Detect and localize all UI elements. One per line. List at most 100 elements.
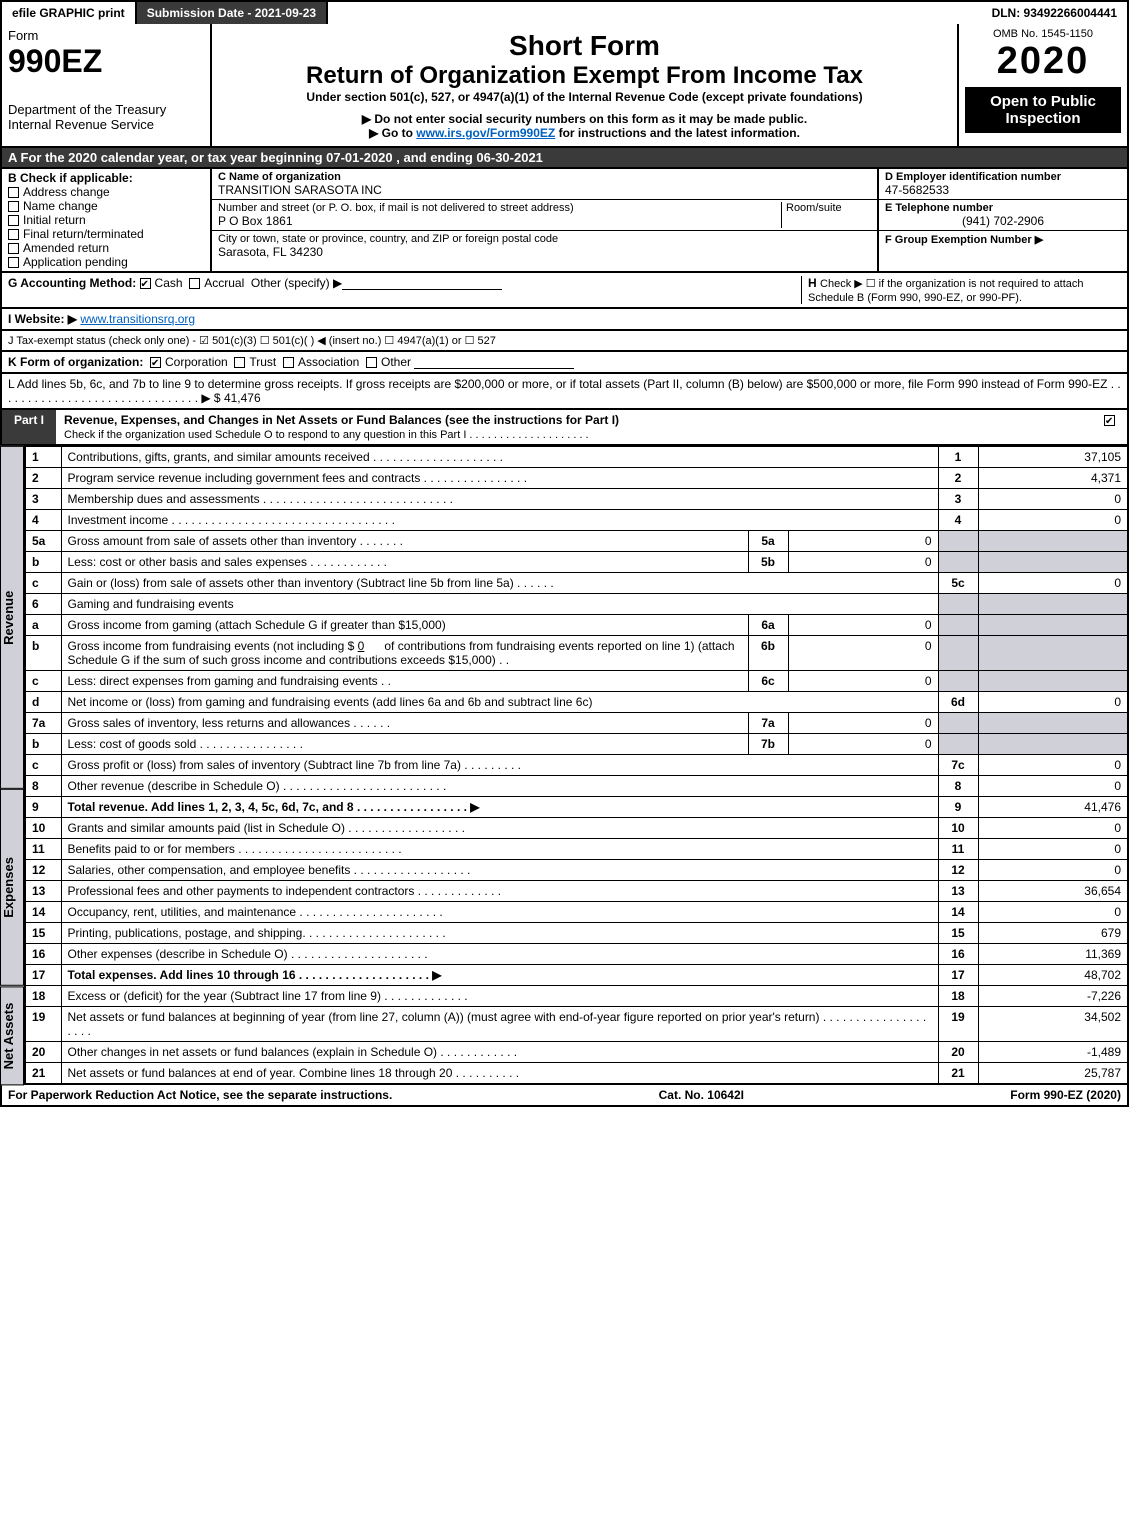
under-section: Under section 501(c), 527, or 4947(a)(1)… [222, 90, 947, 104]
k-label: K Form of organization: [8, 355, 143, 369]
line-5b: bLess: cost or other basis and sales exp… [25, 552, 1128, 573]
line-5a: 5aGross amount from sale of assets other… [25, 531, 1128, 552]
goto-link[interactable]: www.irs.gov/Form990EZ [416, 126, 555, 140]
website-link[interactable]: www.transitionsrq.org [80, 312, 195, 326]
line-7a: 7aGross sales of inventory, less returns… [25, 713, 1128, 734]
line-4: 4Investment income . . . . . . . . . . .… [25, 510, 1128, 531]
chk-name-change[interactable]: Name change [8, 199, 204, 213]
line-8: 8Other revenue (describe in Schedule O) … [25, 776, 1128, 797]
footer-cat: Cat. No. 10642I [659, 1088, 744, 1102]
chk-association[interactable] [283, 357, 294, 368]
goto-row: ▶ Go to www.irs.gov/Form990EZ for instru… [222, 126, 947, 140]
line-2: 2Program service revenue including gover… [25, 468, 1128, 489]
line-20: 20Other changes in net assets or fund ba… [25, 1042, 1128, 1063]
chk-application-pending[interactable]: Application pending [8, 255, 204, 269]
h-label: H [808, 276, 817, 290]
netassets-sidelabel: Net Assets [0, 986, 24, 1085]
part1-tag: Part I [2, 410, 56, 444]
chk-corporation[interactable] [150, 357, 161, 368]
tel-label: E Telephone number [885, 202, 1121, 214]
title-short-form: Short Form [222, 30, 947, 62]
line-15: 15Printing, publications, postage, and s… [25, 923, 1128, 944]
tax-year: 2020 [965, 40, 1121, 83]
i-label: I Website: ▶ [8, 312, 77, 326]
city-label: City or town, state or province, country… [218, 233, 871, 245]
line-6d: dNet income or (loss) from gaming and fu… [25, 692, 1128, 713]
dln-label: DLN: 93492266004441 [982, 2, 1127, 24]
ssn-warning: ▶ Do not enter social security numbers o… [222, 112, 947, 126]
col-b-head: B Check if applicable: [8, 171, 204, 185]
goto-pre: ▶ Go to [369, 126, 416, 140]
ein-label: D Employer identification number [885, 171, 1121, 183]
row-k: K Form of organization: Corporation Trus… [0, 352, 1129, 374]
line-3: 3Membership dues and assessments . . . .… [25, 489, 1128, 510]
public-inspection: Open to Public Inspection [965, 87, 1121, 133]
page-footer: For Paperwork Reduction Act Notice, see … [0, 1085, 1129, 1107]
footer-form: Form 990-EZ (2020) [1010, 1088, 1121, 1102]
line-7b: bLess: cost of goods sold . . . . . . . … [25, 734, 1128, 755]
chk-initial-return[interactable]: Initial return [8, 213, 204, 227]
row-j: J Tax-exempt status (check only one) - ☑… [0, 331, 1129, 352]
line-11: 11Benefits paid to or for members . . . … [25, 839, 1128, 860]
line-13: 13Professional fees and other payments t… [25, 881, 1128, 902]
title-return: Return of Organization Exempt From Incom… [222, 62, 947, 90]
room-label: Room/suite [781, 202, 871, 228]
info-box: B Check if applicable: Address change Na… [0, 169, 1129, 273]
line-16: 16Other expenses (describe in Schedule O… [25, 944, 1128, 965]
line-21: 21Net assets or fund balances at end of … [25, 1063, 1128, 1085]
line-6c: cLess: direct expenses from gaming and f… [25, 671, 1128, 692]
omb-label: OMB No. 1545-1150 [965, 28, 1121, 40]
chk-other-org[interactable] [366, 357, 377, 368]
line-18: 18Excess or (deficit) for the year (Subt… [25, 986, 1128, 1007]
chk-cash[interactable] [140, 278, 151, 289]
part1-bar: Part I Revenue, Expenses, and Changes in… [0, 410, 1129, 446]
tel-value: (941) 702-2906 [885, 214, 1121, 228]
topbar: efile GRAPHIC print Submission Date - 20… [0, 0, 1129, 24]
dept-label: Department of the Treasury [8, 102, 204, 117]
form-number: 990EZ [8, 43, 204, 80]
schedule-table: 1Contributions, gifts, grants, and simil… [24, 446, 1129, 1085]
row-g-h: G Accounting Method: Cash Accrual Other … [0, 273, 1129, 309]
submission-date-button[interactable]: Submission Date - 2021-09-23 [137, 2, 328, 24]
line-5c: cGain or (loss) from sale of assets othe… [25, 573, 1128, 594]
line-17: 17Total expenses. Add lines 10 through 1… [25, 965, 1128, 986]
efile-print-button[interactable]: efile GRAPHIC print [2, 2, 137, 24]
line-6: 6Gaming and fundraising events [25, 594, 1128, 615]
part1-schedule-o-check[interactable] [1104, 415, 1115, 426]
line-6a: aGross income from gaming (attach Schedu… [25, 615, 1128, 636]
revenue-sidelabel: Revenue [0, 446, 24, 789]
c-name-label: C Name of organization [218, 171, 871, 183]
line-19: 19Net assets or fund balances at beginni… [25, 1007, 1128, 1042]
line-a: A For the 2020 calendar year, or tax yea… [0, 148, 1129, 169]
form-word: Form [8, 28, 204, 43]
addr-label: Number and street (or P. O. box, if mail… [218, 202, 781, 214]
chk-amended-return[interactable]: Amended return [8, 241, 204, 255]
ein-value: 47-5682533 [885, 183, 1121, 197]
row-i: I Website: ▶ www.transitionsrq.org [0, 309, 1129, 331]
org-city: Sarasota, FL 34230 [218, 245, 871, 259]
chk-final-return[interactable]: Final return/terminated [8, 227, 204, 241]
row-l: L Add lines 5b, 6c, and 7b to line 9 to … [0, 374, 1129, 410]
group-exempt-label: F Group Exemption Number ▶ [885, 233, 1121, 246]
chk-trust[interactable] [234, 357, 245, 368]
chk-accrual[interactable] [189, 278, 200, 289]
line-1: 1Contributions, gifts, grants, and simil… [25, 447, 1128, 468]
org-name: TRANSITION SARASOTA INC [218, 183, 871, 197]
line-6b: bGross income from fundraising events (n… [25, 636, 1128, 671]
expenses-sidelabel: Expenses [0, 789, 24, 986]
goto-post: for instructions and the latest informat… [559, 126, 800, 140]
h-text: Check ▶ ☐ if the organization is not req… [808, 278, 1084, 304]
chk-address-change[interactable]: Address change [8, 185, 204, 199]
g-label: G Accounting Method: [8, 276, 136, 290]
line-14: 14Occupancy, rent, utilities, and mainte… [25, 902, 1128, 923]
org-address: P O Box 1861 [218, 214, 781, 228]
line-10: 10Grants and similar amounts paid (list … [25, 818, 1128, 839]
l-value: 41,476 [224, 391, 261, 405]
line-12: 12Salaries, other compensation, and empl… [25, 860, 1128, 881]
schedule-body: Revenue Expenses Net Assets 1Contributio… [0, 446, 1129, 1085]
l-text: L Add lines 5b, 6c, and 7b to line 9 to … [8, 377, 1121, 405]
part1-title: Revenue, Expenses, and Changes in Net As… [64, 413, 619, 427]
footer-left: For Paperwork Reduction Act Notice, see … [8, 1088, 392, 1102]
line-9: 9Total revenue. Add lines 1, 2, 3, 4, 5c… [25, 797, 1128, 818]
form-header: Form 990EZ Department of the Treasury In… [0, 24, 1129, 148]
